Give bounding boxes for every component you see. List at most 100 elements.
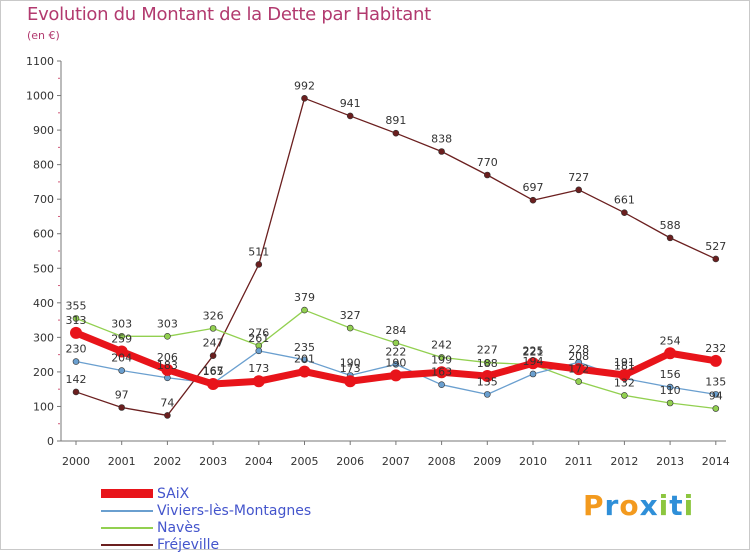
x-tick-label: 2001 — [108, 455, 136, 468]
series-point-0 — [161, 363, 174, 376]
data-label-1: 235 — [294, 341, 315, 354]
chart-legend: SAiX Viviers-lès-Montagnes Navès Fréjevi… — [101, 485, 311, 553]
legend-item-viviers: Viviers-lès-Montagnes — [101, 502, 311, 519]
series-point-3 — [118, 404, 125, 411]
data-label-3: 97 — [115, 388, 129, 401]
logo-letter: i — [683, 489, 695, 522]
legend-label-viviers: Viviers-lès-Montagnes — [157, 502, 312, 519]
series-point-3 — [529, 196, 537, 204]
series-point-0 — [70, 326, 82, 339]
series-point-1 — [529, 370, 537, 378]
data-label-0: 165 — [203, 365, 224, 378]
y-tick-label: 500 — [33, 262, 54, 275]
series-point-2 — [209, 325, 217, 332]
data-label-2: 110 — [660, 384, 681, 397]
data-label-0: 188 — [477, 357, 498, 370]
series-point-3 — [301, 95, 308, 102]
series-point-0 — [618, 369, 631, 382]
data-label-0: 313 — [66, 314, 87, 327]
legend-swatch-viviers — [101, 509, 153, 512]
logo-letter: o — [619, 489, 640, 522]
logo-letter: t — [669, 489, 684, 522]
proxiti-logo: Proxiti — [583, 489, 694, 522]
series-point-0 — [481, 370, 494, 383]
legend-item-saix: SAiX — [101, 485, 311, 502]
x-tick-label: 2007 — [382, 455, 410, 468]
logo-letter: x — [639, 489, 659, 522]
series-point-0 — [572, 363, 585, 376]
data-label-2: 303 — [111, 317, 132, 330]
series-point-2 — [483, 359, 491, 366]
series-point-3 — [575, 186, 583, 194]
x-tick-label: 2006 — [336, 455, 364, 468]
y-tick-label: 100 — [33, 400, 54, 413]
data-label-3: 511 — [248, 245, 269, 258]
legend-swatch-naves — [101, 526, 153, 529]
data-label-2: 326 — [203, 309, 224, 322]
series-point-1 — [72, 358, 80, 365]
series-point-0 — [709, 354, 722, 367]
legend-swatch-saix — [101, 489, 153, 498]
data-label-3: 941 — [340, 97, 361, 110]
data-label-0: 206 — [157, 351, 178, 364]
y-tick-label: 700 — [33, 193, 54, 206]
data-label-2: 327 — [340, 309, 361, 322]
series-point-1 — [255, 347, 263, 355]
series-point-0 — [344, 375, 357, 388]
series-point-1 — [712, 391, 720, 398]
data-label-3: 891 — [385, 114, 406, 127]
data-label-2: 242 — [431, 338, 452, 351]
x-tick-label: 2002 — [153, 455, 181, 468]
legend-item-frejeville: Fréjeville — [101, 536, 311, 553]
data-label-1: 156 — [660, 368, 681, 381]
data-label-2: 355 — [66, 299, 87, 312]
data-label-0: 173 — [340, 362, 361, 375]
x-tick-label: 2005 — [291, 455, 319, 468]
y-tick-label: 1000 — [26, 90, 54, 103]
data-label-0: 191 — [614, 356, 635, 369]
data-label-0: 232 — [705, 342, 726, 355]
series-point-1 — [438, 381, 445, 388]
x-tick-label: 2008 — [428, 455, 456, 468]
data-label-3: 247 — [203, 337, 224, 350]
y-tick-label: 800 — [33, 159, 54, 172]
series-point-2 — [164, 333, 171, 340]
x-tick-label: 2012 — [610, 455, 638, 468]
series-point-1 — [392, 361, 400, 368]
x-tick-label: 2009 — [473, 455, 501, 468]
series-point-0 — [115, 345, 128, 358]
data-label-0: 201 — [294, 353, 315, 366]
data-label-3: 727 — [568, 171, 589, 184]
data-label-3: 770 — [477, 156, 498, 169]
data-label-1: 190 — [340, 356, 361, 369]
logo-letter: P — [583, 489, 605, 522]
legend-label-saix: SAiX — [157, 485, 190, 502]
legend-label-naves: Navès — [157, 519, 201, 536]
logo-letter: r — [604, 489, 620, 522]
legend-item-naves: Navès — [101, 519, 311, 536]
series-point-2 — [301, 306, 308, 314]
chart-title: Evolution du Montant de la Dette par Hab… — [27, 4, 431, 25]
data-label-3: 142 — [66, 373, 87, 386]
series-point-3 — [712, 255, 720, 263]
y-tick-label: 600 — [33, 228, 54, 241]
series-point-3 — [164, 412, 171, 419]
series-point-3 — [72, 388, 80, 396]
x-tick-label: 2000 — [62, 455, 90, 468]
y-tick-label: 0 — [47, 435, 54, 448]
series-point-0 — [435, 366, 448, 379]
series-point-1 — [483, 391, 491, 398]
y-tick-label: 400 — [33, 297, 54, 310]
data-label-1: 228 — [568, 343, 589, 356]
x-tick-label: 2010 — [519, 455, 547, 468]
line-chart: 0 100 200 300 400 500 600 700 800 900 1000 1100 2000… — [26, 55, 730, 468]
y-tick-label: 200 — [33, 366, 54, 379]
data-label-0: 190 — [385, 356, 406, 369]
series-point-3 — [621, 209, 628, 216]
legend-swatch-frejeville — [101, 543, 153, 546]
series-point-2 — [346, 324, 354, 332]
data-label-3: 838 — [431, 133, 452, 146]
series-point-2 — [575, 378, 583, 385]
data-label-1: 194 — [523, 355, 544, 368]
series-point-0 — [252, 375, 265, 388]
